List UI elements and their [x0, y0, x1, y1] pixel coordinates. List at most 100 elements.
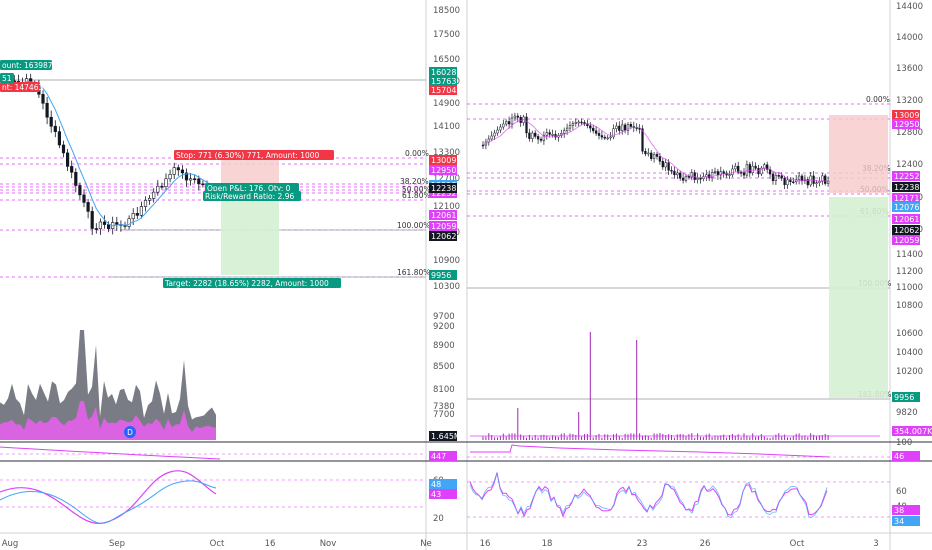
- candle-body: [548, 132, 551, 135]
- y-tick-label: 8500: [433, 362, 455, 372]
- price-tag: [892, 516, 920, 526]
- price-tag: [429, 183, 457, 193]
- candle-body: [681, 177, 685, 181]
- trade-label-text: nt: 147463: [2, 83, 43, 92]
- trade-label-text: 51: [2, 74, 12, 83]
- fib-label: 100.00%: [397, 221, 430, 230]
- price-tag-label: 9956: [894, 393, 914, 402]
- candle-body: [131, 213, 135, 220]
- candle-body: [82, 194, 86, 203]
- candle-body: [156, 185, 160, 193]
- price-tag-label: 12059: [431, 222, 456, 231]
- fib-label: 0.00%: [405, 149, 429, 158]
- candle-body: [783, 177, 786, 185]
- candle-body: [728, 174, 731, 176]
- fib-label: 50.00%: [402, 185, 431, 194]
- y-tick-label: 13600: [896, 64, 923, 74]
- price-tag-label: 447: [431, 452, 446, 461]
- price-tag: [892, 202, 920, 212]
- candle-body: [94, 228, 98, 230]
- candle-body: [673, 170, 676, 176]
- candle-body: [507, 121, 511, 125]
- x-tick-label: Ne: [420, 539, 432, 549]
- volume-area: [0, 330, 216, 440]
- candle-body: [664, 162, 667, 168]
- price-tag: [892, 451, 920, 461]
- candle-body: [180, 169, 185, 174]
- candle-body: [751, 165, 754, 173]
- price-tag: [429, 479, 457, 489]
- y-tick-label: 10800: [896, 301, 923, 311]
- candle-body: [615, 125, 618, 129]
- candle-body: [786, 179, 789, 185]
- trade-label-text: Open P&L: 176, Qty: 0: [207, 184, 291, 193]
- price-tag-label: 46: [894, 452, 904, 461]
- y-tick-label: 12100: [433, 202, 460, 212]
- candle-body: [513, 115, 517, 119]
- price-tag: [429, 85, 457, 95]
- x-tick-label: Aug: [2, 539, 19, 549]
- price-tag: [429, 76, 457, 86]
- candle-body: [708, 174, 711, 179]
- dividend-marker: [124, 426, 136, 438]
- price-tag: [892, 225, 920, 235]
- candle-body: [41, 93, 45, 104]
- candle-body: [760, 167, 763, 175]
- y-tick-label: 14900: [433, 99, 460, 109]
- candle-body: [771, 173, 775, 182]
- y-tick-label: 11000: [896, 283, 923, 293]
- candle-body: [148, 198, 152, 201]
- price-tag-label: 9956: [431, 271, 451, 280]
- candle-body: [528, 132, 531, 139]
- candle-body: [667, 162, 670, 171]
- osc-line: [0, 470, 217, 524]
- dividend-marker-label: D: [127, 428, 133, 437]
- y-tick-label: 16500: [433, 55, 460, 65]
- candle-body: [536, 136, 540, 140]
- candle-body: [745, 164, 749, 176]
- x-tick-label: 16: [480, 539, 491, 549]
- candle-body: [609, 136, 612, 139]
- candle-body: [45, 102, 49, 118]
- candle-body: [687, 175, 691, 178]
- candle-body: [797, 175, 801, 180]
- price-tag-label: 354.007K: [894, 427, 932, 436]
- price-tag-label: 48: [431, 480, 441, 489]
- price-tag: [892, 392, 920, 402]
- price-tag-label: 12061: [431, 211, 456, 220]
- candle-body: [102, 221, 107, 225]
- candle-body: [826, 180, 830, 184]
- candle-body: [606, 137, 609, 140]
- price-tag-label: 34: [894, 517, 904, 526]
- price-tag: [429, 431, 457, 441]
- osc-tick-label: 60: [896, 487, 907, 497]
- candle-body: [502, 123, 505, 128]
- price-tag: [892, 235, 920, 245]
- fib-label: 61.80%: [402, 191, 431, 200]
- y-tick-label: 12700: [433, 174, 460, 184]
- price-tag-label: 15763: [431, 77, 456, 86]
- y-tick-label: 14400: [896, 2, 923, 12]
- candle-body: [164, 178, 168, 187]
- y-tick-label: 13300: [433, 148, 460, 158]
- candle-body: [824, 175, 827, 184]
- price-tag-label: 12950: [894, 120, 919, 129]
- candle-body: [763, 164, 766, 169]
- y-tick-label: 11200: [896, 267, 923, 277]
- price-tag-label: 1.645M: [431, 432, 461, 441]
- price-tag-label: 43: [431, 490, 441, 499]
- moving-average-line: [482, 119, 829, 182]
- candle-body: [658, 156, 662, 162]
- price-tag-label: 13009: [431, 156, 456, 165]
- candle-body: [193, 178, 197, 181]
- trade-label-text: Stop: 771 (6.30%) 771, Amount: 1000: [176, 151, 320, 160]
- candle-body: [592, 127, 595, 132]
- candle-body: [748, 164, 751, 173]
- y-tick-label: 10900: [433, 256, 460, 266]
- price-tag-label: 12238: [894, 183, 919, 192]
- candle-body: [696, 177, 699, 180]
- candle-body: [780, 175, 783, 179]
- candle-body: [679, 172, 682, 179]
